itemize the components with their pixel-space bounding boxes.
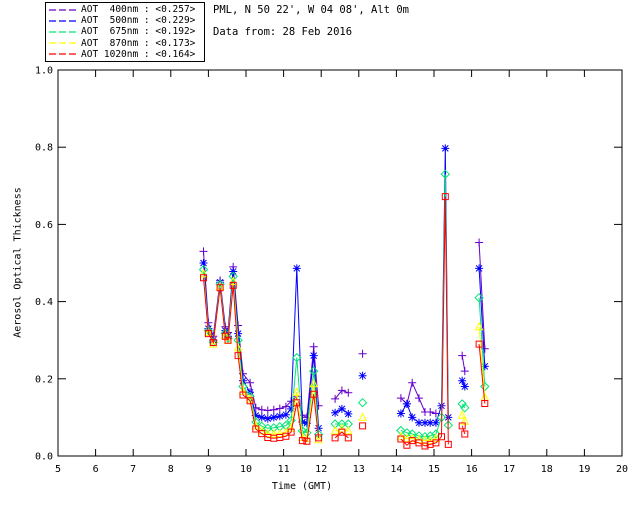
svg-text:11: 11 — [278, 464, 290, 475]
legend-entry-3: AOT 870nm : <0.173> — [48, 38, 202, 49]
legend-dash-sample — [49, 42, 77, 44]
svg-text:1.0: 1.0 — [35, 66, 53, 77]
y-axis-label: Aerosol Optical Thickness — [12, 187, 24, 338]
legend-dash-sample — [49, 31, 77, 33]
legend-entry-label: AOT 500nm : <0.229> — [81, 15, 196, 27]
legend-entry-4: AOT 1020nm : <0.164> — [48, 49, 202, 60]
legend-entry-label: AOT 870nm : <0.173> — [81, 37, 196, 49]
legend-dash-sample — [49, 20, 77, 22]
legend-dash-sample — [49, 8, 77, 11]
legend-entry-2: AOT 675nm : <0.192> — [48, 26, 202, 37]
svg-text:15: 15 — [428, 464, 440, 475]
svg-text:13: 13 — [353, 464, 365, 475]
svg-text:10: 10 — [240, 464, 252, 475]
svg-text:0.8: 0.8 — [35, 143, 53, 154]
legend-entry-label: AOT 400nm : <0.257> — [81, 4, 196, 16]
svg-text:12: 12 — [315, 464, 327, 475]
svg-text:5: 5 — [55, 464, 61, 475]
svg-text:19: 19 — [578, 464, 590, 475]
svg-text:17: 17 — [503, 464, 515, 475]
legend: AOT 400nm : <0.257> AOT 500nm : <0.229> AO… — [45, 2, 205, 62]
station-title: PML, N 50 22', W 04 08', Alt 0m — [213, 4, 409, 16]
data-date-subtitle: Data from: 28 Feb 2016 — [213, 26, 353, 38]
svg-text:0.4: 0.4 — [35, 297, 53, 308]
svg-text:0.6: 0.6 — [35, 220, 53, 231]
legend-entry-0: AOT 400nm : <0.257> — [48, 4, 202, 15]
svg-text:0.0: 0.0 — [35, 452, 53, 463]
series-markers-4 — [200, 193, 489, 450]
svg-text:8: 8 — [168, 464, 174, 475]
svg-text:16: 16 — [466, 464, 478, 475]
legend-entry-label: AOT 675nm : <0.192> — [81, 26, 196, 38]
svg-text:0.2: 0.2 — [35, 374, 53, 385]
svg-text:18: 18 — [541, 464, 553, 475]
svg-text:7: 7 — [130, 464, 136, 475]
svg-text:14: 14 — [390, 464, 402, 475]
x-axis-label: Time (GMT) — [271, 481, 333, 492]
svg-text:9: 9 — [205, 464, 211, 475]
svg-text:20: 20 — [616, 464, 628, 475]
svg-text:6: 6 — [93, 464, 99, 475]
legend-entry-1: AOT 500nm : <0.229> — [48, 15, 202, 26]
legend-entry-label: AOT 1020nm : <0.164> — [81, 48, 196, 60]
legend-dash-sample — [49, 53, 77, 55]
